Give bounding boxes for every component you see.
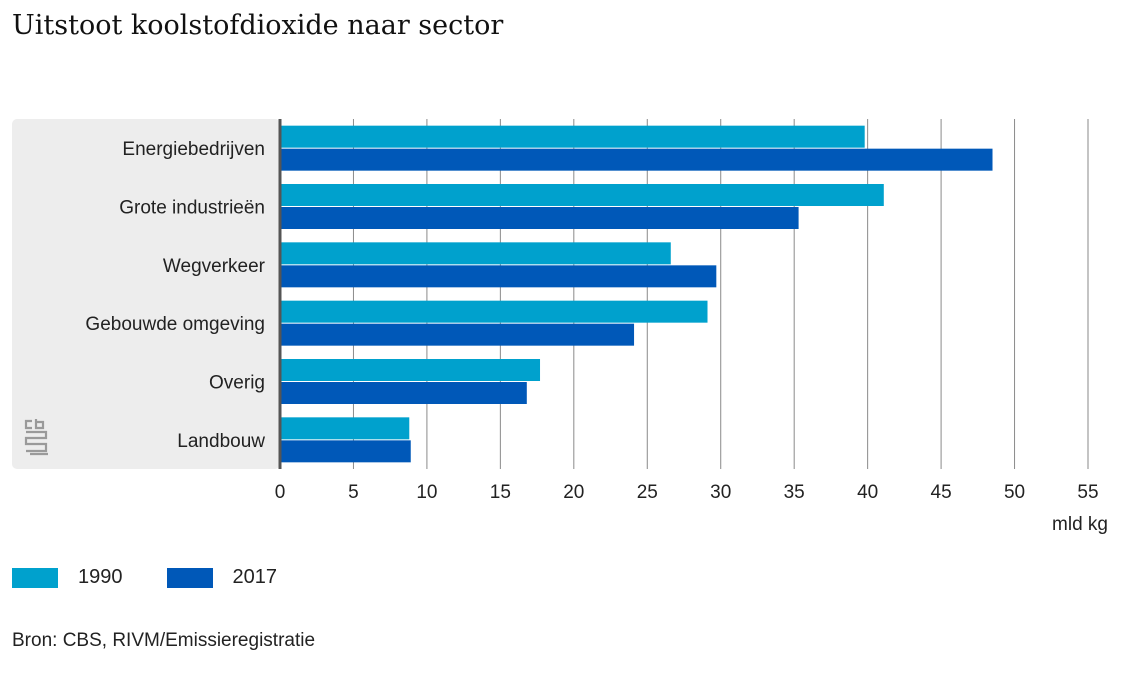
x-tick-label-25: 25 (637, 482, 658, 503)
x-tick-label-10: 10 (416, 482, 437, 503)
bar-2017-1 (280, 207, 799, 229)
source-note: Bron: CBS, RIVM/Emissieregistratie (12, 630, 316, 651)
legend-label-2017: 2017 (232, 566, 278, 588)
x-tick-label-35: 35 (784, 482, 805, 503)
category-label-4: Overig (209, 373, 265, 394)
bar-1990-2 (280, 242, 671, 265)
category-panel (12, 119, 280, 469)
bar-2017-3 (280, 323, 635, 346)
legend-item-2017: 2017 (166, 566, 278, 589)
legend-swatch-2017 (166, 567, 213, 588)
chart-title: Uitstoot koolstofdioxide naar sector (12, 10, 504, 41)
bar-1990-0 (280, 125, 865, 148)
x-tick-label-15: 15 (490, 482, 511, 503)
bar-2017-4 (280, 382, 527, 404)
x-tick-label-45: 45 (931, 482, 952, 503)
category-label-0: Energiebedrijven (122, 139, 265, 160)
x-tick-label-30: 30 (710, 482, 731, 503)
bar-1990-5 (280, 417, 410, 440)
x-tick-label-40: 40 (857, 482, 878, 503)
legend-swatch-1990 (12, 567, 58, 588)
category-label-3: Gebouwde omgeving (85, 314, 265, 335)
bar-1990-3 (280, 300, 708, 323)
bar-1990-1 (280, 184, 884, 206)
legend: 1990 2017 (12, 566, 321, 589)
bar-1990-4 (280, 359, 541, 381)
x-tick-label-20: 20 (563, 482, 584, 503)
bar-chart: Energiebedrijven Grote industrieën Wegverk… (12, 119, 1108, 535)
x-tick-label-50: 50 (1004, 482, 1025, 503)
legend-label-1990: 1990 (78, 566, 123, 588)
x-tick-label-55: 55 (1077, 482, 1098, 503)
bar-2017-0 (280, 148, 993, 171)
bar-2017-2 (280, 265, 717, 288)
bar-2017-5 (280, 440, 411, 463)
x-tick-label-5: 5 (348, 482, 359, 503)
x-axis-label: mld kg (1052, 514, 1108, 535)
x-tick-label-0: 0 (275, 482, 286, 503)
legend-item-1990: 1990 (12, 566, 123, 589)
cbs-logo-icon (22, 418, 52, 463)
category-label-2: Wegverkeer (163, 256, 266, 277)
category-label-5: Landbouw (177, 431, 265, 452)
category-label-1: Grote industrieën (119, 198, 265, 219)
